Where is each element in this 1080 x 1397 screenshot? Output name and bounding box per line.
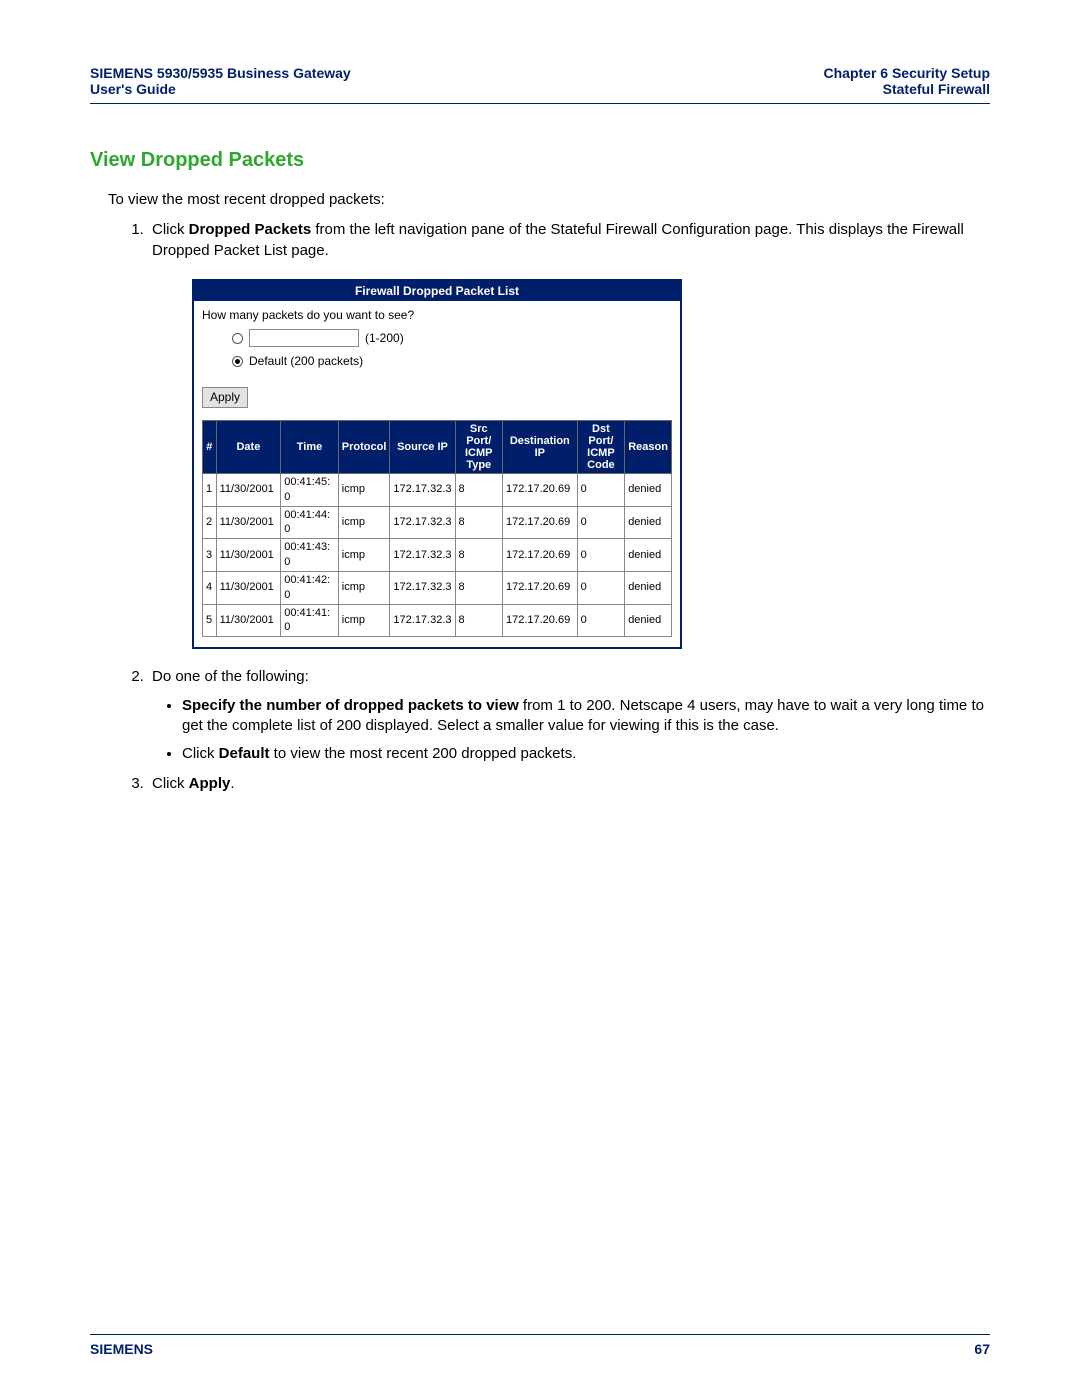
table-cell: denied xyxy=(625,571,672,604)
table-cell: 8 xyxy=(455,539,502,572)
table-cell: 00:41:41: 0 xyxy=(281,604,339,637)
packet-col-6: Destination IP xyxy=(502,420,577,473)
step2-bullet1: Specify the number of dropped packets to… xyxy=(182,696,990,737)
table-cell: denied xyxy=(625,473,672,506)
step-3: Click Apply. xyxy=(148,774,990,794)
panel-title: Firewall Dropped Packet List xyxy=(194,281,680,301)
table-cell: 0 xyxy=(577,473,625,506)
table-cell: 8 xyxy=(455,604,502,637)
packet-col-2: Time xyxy=(281,420,339,473)
table-cell: 11/30/2001 xyxy=(216,473,281,506)
table-cell: 5 xyxy=(203,604,217,637)
table-cell: denied xyxy=(625,539,672,572)
header-left-2: User's Guide xyxy=(90,81,351,97)
table-cell: 11/30/2001 xyxy=(216,604,281,637)
table-cell: 8 xyxy=(455,473,502,506)
firewall-packet-list-panel: Firewall Dropped Packet List How many pa… xyxy=(192,279,682,650)
table-cell: 0 xyxy=(577,506,625,539)
table-cell: 172.17.32.3 xyxy=(390,506,455,539)
table-cell: icmp xyxy=(338,473,390,506)
table-cell: 2 xyxy=(203,506,217,539)
packet-col-5: Src Port/ICMP Type xyxy=(455,420,502,473)
table-cell: 172.17.20.69 xyxy=(502,539,577,572)
step2-intro: Do one of the following: xyxy=(152,668,309,685)
step1-bold: Dropped Packets xyxy=(189,221,312,238)
table-cell: 0 xyxy=(577,604,625,637)
step1-pre: Click xyxy=(152,221,189,238)
step2-b2-bold: Default xyxy=(219,745,270,762)
table-cell: 172.17.32.3 xyxy=(390,473,455,506)
table-cell: 00:41:44: 0 xyxy=(281,506,339,539)
table-cell: 11/30/2001 xyxy=(216,571,281,604)
page-footer: SIEMENS 67 xyxy=(90,1334,990,1357)
table-cell: 172.17.20.69 xyxy=(502,571,577,604)
table-cell: 172.17.32.3 xyxy=(390,539,455,572)
table-cell: 11/30/2001 xyxy=(216,506,281,539)
packet-col-3: Protocol xyxy=(338,420,390,473)
panel-question: How many packets do you want to see? xyxy=(202,307,672,323)
table-cell: 8 xyxy=(455,571,502,604)
apply-button[interactable]: Apply xyxy=(202,387,248,407)
step2-b2-a: Click xyxy=(182,745,219,762)
header-right-2: Stateful Firewall xyxy=(824,81,991,97)
packet-col-8: Reason xyxy=(625,420,672,473)
packet-count-input[interactable] xyxy=(249,329,359,347)
packet-col-1: Date xyxy=(216,420,281,473)
footer-brand: SIEMENS xyxy=(90,1341,153,1357)
table-row: 211/30/200100:41:44: 0icmp172.17.32.3817… xyxy=(203,506,672,539)
step2-bullet2: Click Default to view the most recent 20… xyxy=(182,744,990,764)
table-row: 411/30/200100:41:42: 0icmp172.17.32.3817… xyxy=(203,571,672,604)
table-cell: 172.17.20.69 xyxy=(502,473,577,506)
step3-a: Click xyxy=(152,775,189,792)
step2-b2-b: to view the most recent 200 dropped pack… xyxy=(270,745,577,762)
table-cell: 172.17.32.3 xyxy=(390,604,455,637)
table-cell: icmp xyxy=(338,604,390,637)
table-cell: 00:41:43: 0 xyxy=(281,539,339,572)
packet-table: #DateTimeProtocolSource IPSrc Port/ICMP … xyxy=(202,420,672,638)
intro-text: To view the most recent dropped packets: xyxy=(108,190,990,210)
table-cell: 0 xyxy=(577,539,625,572)
table-cell: 172.17.32.3 xyxy=(390,571,455,604)
table-cell: 00:41:45: 0 xyxy=(281,473,339,506)
table-cell: icmp xyxy=(338,506,390,539)
table-row: 511/30/200100:41:41: 0icmp172.17.32.3817… xyxy=(203,604,672,637)
header-left-1: SIEMENS 5930/5935 Business Gateway xyxy=(90,65,351,81)
step2-b1-bold: Specify the number of dropped packets to… xyxy=(182,697,519,714)
packet-col-7: Dst Port/ICMP Code xyxy=(577,420,625,473)
step3-b: . xyxy=(230,775,234,792)
header-right-1: Chapter 6 Security Setup xyxy=(824,65,991,81)
radio-default-row[interactable]: Default (200 packets) xyxy=(232,353,672,369)
table-cell: 4 xyxy=(203,571,217,604)
step3-bold: Apply xyxy=(189,775,231,792)
page-header: SIEMENS 5930/5935 Business Gateway User'… xyxy=(90,65,990,104)
packet-col-0: # xyxy=(203,420,217,473)
table-cell: 3 xyxy=(203,539,217,572)
packet-col-4: Source IP xyxy=(390,420,455,473)
table-cell: 172.17.20.69 xyxy=(502,506,577,539)
step-1: Click Dropped Packets from the left navi… xyxy=(148,220,990,649)
table-cell: denied xyxy=(625,604,672,637)
table-row: 111/30/200100:41:45: 0icmp172.17.32.3817… xyxy=(203,473,672,506)
table-cell: denied xyxy=(625,506,672,539)
table-cell: 0 xyxy=(577,571,625,604)
radio-custom-row[interactable]: (1-200) xyxy=(232,329,672,347)
table-cell: 00:41:42: 0 xyxy=(281,571,339,604)
range-hint: (1-200) xyxy=(365,330,404,346)
radio-custom[interactable] xyxy=(232,333,243,344)
table-cell: 1 xyxy=(203,473,217,506)
radio-default-label: Default (200 packets) xyxy=(249,353,363,369)
table-cell: icmp xyxy=(338,539,390,572)
table-row: 311/30/200100:41:43: 0icmp172.17.32.3817… xyxy=(203,539,672,572)
table-cell: 11/30/2001 xyxy=(216,539,281,572)
table-cell: icmp xyxy=(338,571,390,604)
footer-pagenum: 67 xyxy=(974,1341,990,1357)
table-cell: 172.17.20.69 xyxy=(502,604,577,637)
step-2: Do one of the following: Specify the num… xyxy=(148,667,990,764)
section-title: View Dropped Packets xyxy=(90,149,990,172)
table-cell: 8 xyxy=(455,506,502,539)
radio-default[interactable] xyxy=(232,356,243,367)
packet-table-header-row: #DateTimeProtocolSource IPSrc Port/ICMP … xyxy=(203,420,672,473)
